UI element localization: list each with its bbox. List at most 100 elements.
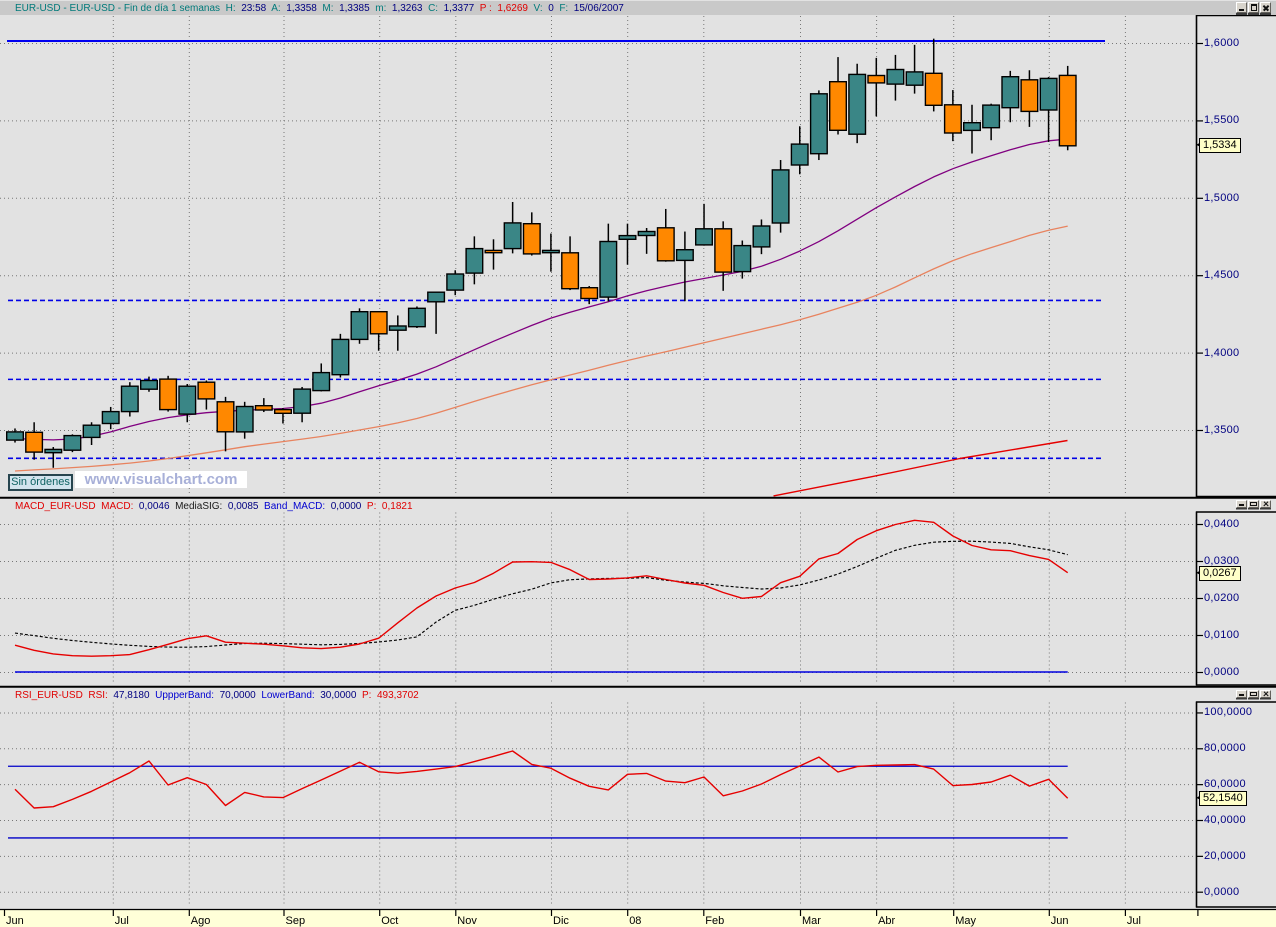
candle-up xyxy=(905,71,924,86)
price-scale-label: 1,4500 xyxy=(1204,269,1240,282)
macd-signal-line xyxy=(14,540,1068,648)
candle-up xyxy=(427,291,446,303)
macd-maximize-button[interactable] xyxy=(1248,500,1259,508)
main-window-buttons xyxy=(1236,2,1271,13)
time-axis-band[interactable] xyxy=(0,910,1276,927)
candle-up xyxy=(695,228,714,246)
candle-down xyxy=(484,249,503,254)
rsi-scale-label: 20,0000 xyxy=(1204,849,1246,862)
candle-up xyxy=(139,379,158,390)
candle-up xyxy=(331,338,350,376)
candle-down xyxy=(714,228,733,273)
close-icon xyxy=(1261,3,1270,12)
month-label: Abr xyxy=(878,915,896,927)
candle-up xyxy=(82,424,101,439)
candle-up xyxy=(886,68,905,85)
rsi-scale-label: 0,0000 xyxy=(1204,885,1240,898)
header-field: M: xyxy=(322,3,334,14)
month-label: Dic xyxy=(553,915,569,927)
candle-up xyxy=(790,143,809,166)
candle-down xyxy=(274,408,293,415)
candle-down xyxy=(829,80,848,131)
rsi-maximize-button[interactable] xyxy=(1248,690,1259,698)
header-field: MediaSIG: xyxy=(175,501,223,512)
tag-arrow-icon: ◄ xyxy=(1195,794,1203,802)
header-field: 1,3358 xyxy=(286,3,317,14)
candle-down xyxy=(1020,79,1039,113)
rsi-scale-label: 40,0000 xyxy=(1204,813,1246,826)
header-field: 1,3377 xyxy=(443,3,475,14)
rsi-window-buttons xyxy=(1236,690,1271,698)
candle-down xyxy=(25,431,44,453)
header-field: 0 xyxy=(548,3,554,14)
candle-up xyxy=(465,247,484,274)
close-icon xyxy=(1261,691,1270,697)
candle-up xyxy=(446,273,465,291)
maximize-icon xyxy=(1250,502,1257,506)
header-field: 70,0000 xyxy=(219,690,256,701)
header-field: EUR-USD - EUR-USD - Fin de día 1 semanas xyxy=(15,3,221,14)
watermark: www.visualchart.com xyxy=(75,471,247,488)
rsi-line xyxy=(14,750,1069,809)
header-field: RSI: xyxy=(88,690,108,701)
month-label: Mar xyxy=(802,915,821,927)
month-label: May xyxy=(955,915,976,927)
candle-up xyxy=(388,325,407,331)
macd-scale-label: 0,0400 xyxy=(1204,518,1240,530)
candle-down xyxy=(159,378,178,411)
header-field: 23:58 xyxy=(241,3,267,14)
candle-up xyxy=(637,230,656,237)
rsi-minimize-button[interactable] xyxy=(1236,690,1247,698)
macd-value: 0,0267 xyxy=(1199,565,1241,581)
minimize-button[interactable] xyxy=(1236,2,1247,13)
month-label: Jun xyxy=(1050,915,1069,927)
minimize-icon xyxy=(1238,694,1244,696)
candle-up xyxy=(733,244,752,273)
header-field: 1,3385 xyxy=(339,3,370,14)
candle-up xyxy=(963,121,982,132)
header-field: 1,3263 xyxy=(391,3,423,14)
maximize-button[interactable] xyxy=(1248,2,1259,13)
header-field: P : xyxy=(479,3,492,14)
rsi-value: 52,1540 xyxy=(1199,791,1247,806)
header-field: MACD: xyxy=(101,501,134,512)
chart-title-bar: EUR-USD - EUR-USD - Fin de día 1 semanas… xyxy=(0,1,1276,15)
candle-up xyxy=(44,448,63,454)
candle-up xyxy=(503,222,522,250)
header-field: 0,0000 xyxy=(330,501,362,512)
macd-minimize-button[interactable] xyxy=(1236,500,1247,508)
month-label: Nov xyxy=(457,915,477,927)
candle-up xyxy=(752,225,771,248)
close-button[interactable] xyxy=(1260,2,1271,13)
candle-up xyxy=(982,104,1001,129)
candle-up xyxy=(350,311,369,341)
candle-down xyxy=(924,72,943,107)
chart-title-text: EUR-USD - EUR-USD - Fin de día 1 semanas… xyxy=(15,3,629,14)
candle-down xyxy=(369,311,388,335)
macd-window-buttons xyxy=(1236,500,1271,508)
candle-up xyxy=(771,169,790,224)
rsi-close-button[interactable] xyxy=(1260,690,1271,698)
candle-up xyxy=(120,385,139,413)
macd-scale-label: 0,0200 xyxy=(1204,592,1240,604)
orders-button[interactable]: Sin órdenes xyxy=(8,474,73,491)
price-scale-label: 1,4000 xyxy=(1204,346,1240,359)
rsi-scale-label: 80,0000 xyxy=(1204,742,1246,755)
macd-close-button[interactable] xyxy=(1260,500,1271,508)
candle-up xyxy=(407,307,426,328)
candle-up xyxy=(541,249,560,254)
month-label: Jul xyxy=(114,915,129,927)
candle-down xyxy=(561,252,580,290)
tag-arrow-icon: ◄ xyxy=(1195,568,1203,577)
macd-line xyxy=(14,519,1069,657)
candle-up xyxy=(618,234,637,241)
close-icon xyxy=(1261,501,1270,507)
header-field: 493,3702 xyxy=(376,690,419,701)
macd-scale-label: 0,0100 xyxy=(1204,629,1240,641)
candle-down xyxy=(197,381,216,400)
month-label: Oct xyxy=(381,915,399,927)
candle-up xyxy=(599,240,618,298)
header-field: 47,8180 xyxy=(113,690,150,701)
